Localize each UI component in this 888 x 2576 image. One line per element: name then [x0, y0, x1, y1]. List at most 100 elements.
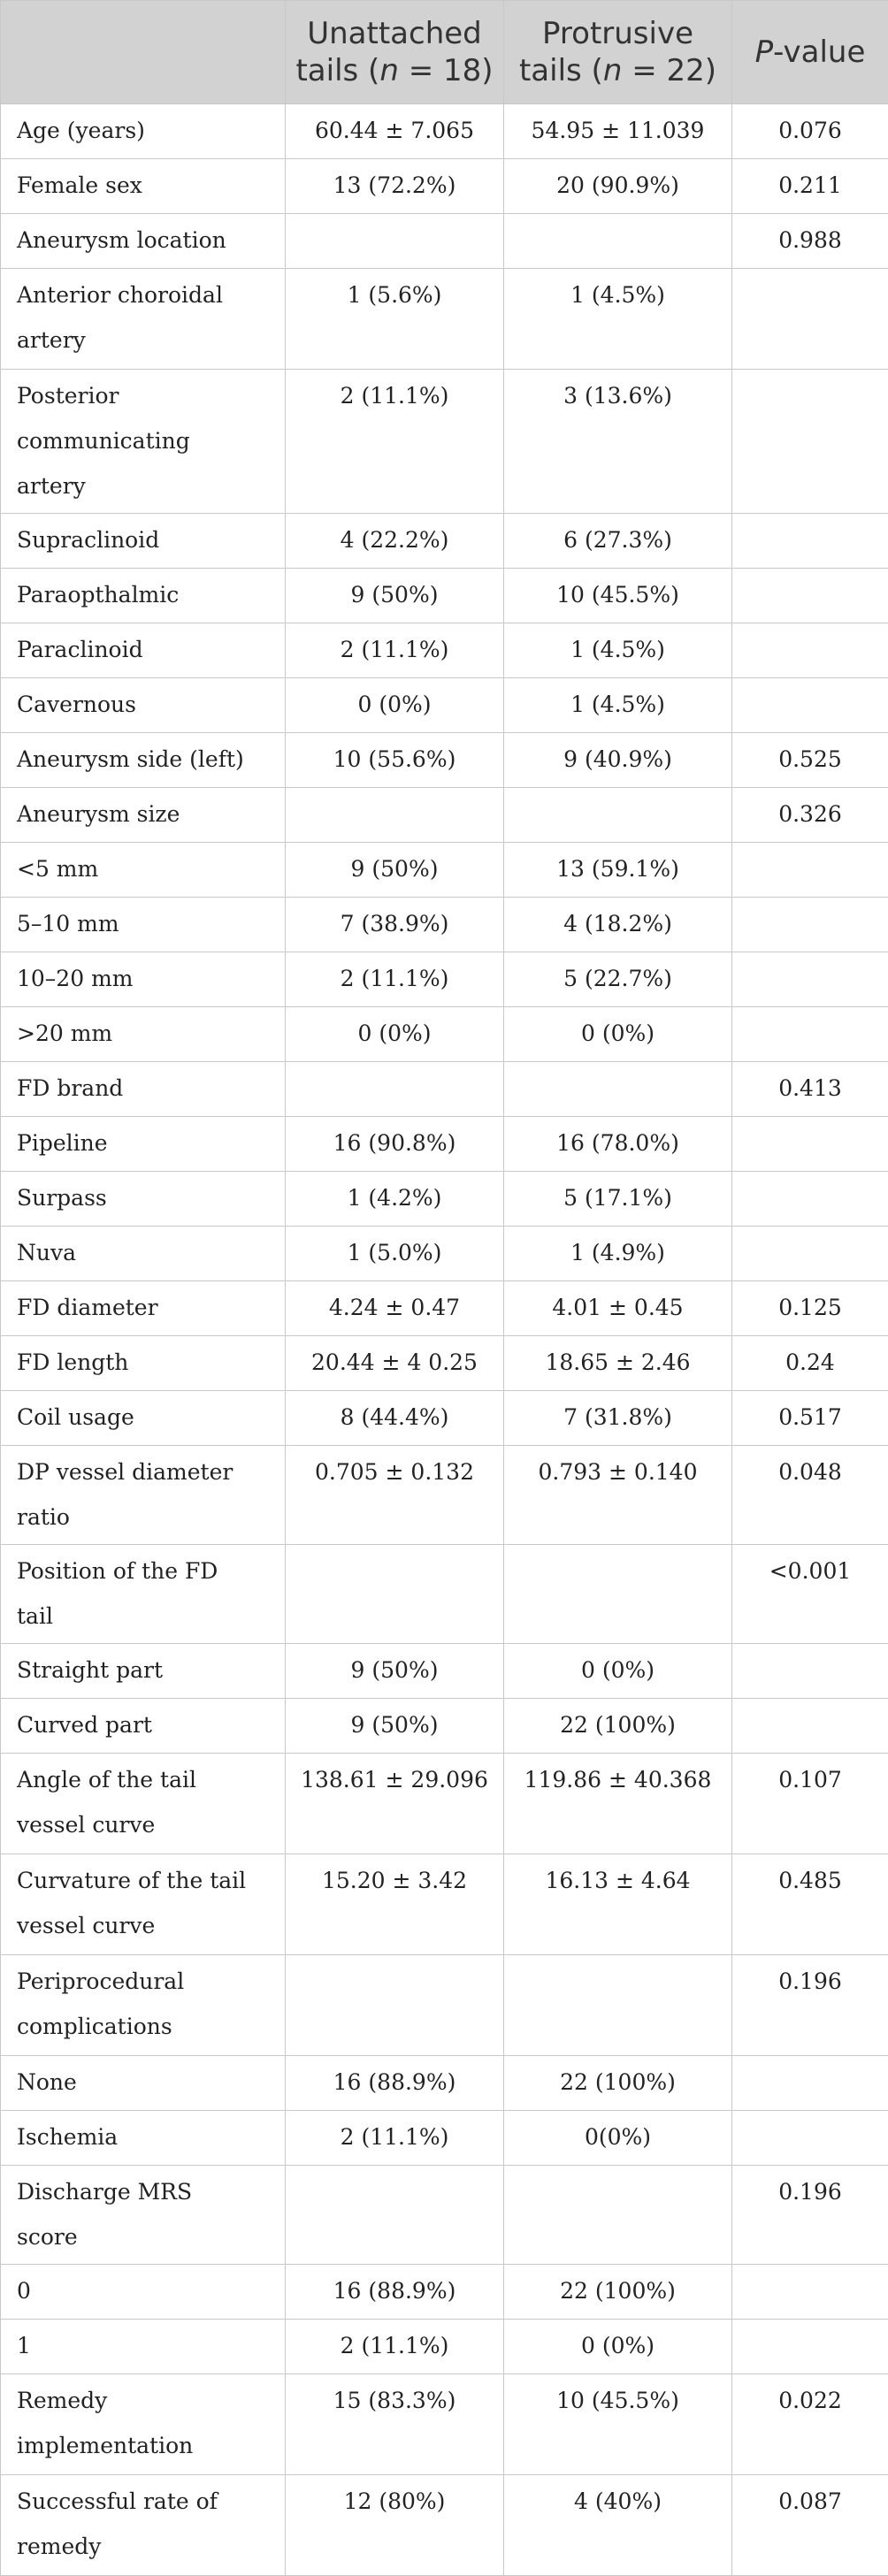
- row-label: Remedy implementation: [1, 2374, 286, 2475]
- unattached-value: 2 (11.1%): [286, 370, 504, 514]
- row-label: Periprocedural complications: [1, 1955, 286, 2056]
- p-value: 0.048: [732, 1446, 888, 1545]
- protrusive-value: [504, 214, 732, 269]
- header-unattached-n: n: [379, 53, 399, 88]
- header-pvalue-rest: -value: [773, 34, 865, 70]
- row-label: Age (years): [1, 104, 286, 159]
- p-value: [732, 2265, 888, 2320]
- protrusive-value: 9 (40.9%): [504, 733, 732, 788]
- p-value: [732, 514, 888, 569]
- unattached-value: 0.705 ± 0.132: [286, 1446, 504, 1545]
- header-unattached-line1: Unattached: [307, 16, 482, 51]
- row-label: Aneurysm side (left): [1, 733, 286, 788]
- protrusive-value: 0 (0%): [504, 1644, 732, 1699]
- unattached-value: 9 (50%): [286, 1644, 504, 1699]
- p-value: [732, 843, 888, 898]
- row-label: FD length: [1, 1336, 286, 1391]
- p-value: 0.988: [732, 214, 888, 269]
- row-label: Cavernous: [1, 678, 286, 733]
- unattached-value: 9 (50%): [286, 1699, 504, 1754]
- unattached-value: [286, 788, 504, 843]
- header-protrusive-n: n: [603, 53, 623, 88]
- protrusive-value: 4 (18.2%): [504, 898, 732, 952]
- table-row: Periprocedural complications 0.196: [1, 1955, 888, 2056]
- row-label: Curvature of the tail vessel curve: [1, 1854, 286, 1955]
- p-value: 0.24: [732, 1336, 888, 1391]
- unattached-value: 2 (11.1%): [286, 2320, 504, 2374]
- unattached-value: 9 (50%): [286, 843, 504, 898]
- row-label: Nuva: [1, 1227, 286, 1281]
- header-cell-variable: [1, 1, 286, 104]
- row-label: >20 mm: [1, 1007, 286, 1062]
- unattached-value: 16 (90.8%): [286, 1117, 504, 1172]
- unattached-value: 2 (11.1%): [286, 2111, 504, 2166]
- p-value: 0.076: [732, 104, 888, 159]
- row-label: Straight part: [1, 1644, 286, 1699]
- row-label: Supraclinoid: [1, 514, 286, 569]
- protrusive-value: 5 (17.1%): [504, 1172, 732, 1227]
- protrusive-value: [504, 2166, 732, 2265]
- row-label: Paraopthalmic: [1, 569, 286, 623]
- p-value: [732, 1227, 888, 1281]
- header-unattached-prefix: tails (: [295, 53, 379, 88]
- row-label: Posterior communicating artery: [1, 370, 286, 514]
- unattached-value: [286, 1545, 504, 1644]
- p-value: 0.525: [732, 733, 888, 788]
- p-value: [732, 1644, 888, 1699]
- header-unattached-count: = 18): [399, 53, 494, 88]
- row-label: Discharge MRS score: [1, 2166, 286, 2265]
- row-label: 5–10 mm: [1, 898, 286, 952]
- unattached-value: 60.44 ± 7.065: [286, 104, 504, 159]
- p-value: [732, 2056, 888, 2111]
- p-value: 0.196: [732, 2166, 888, 2265]
- protrusive-value: 22 (100%): [504, 1699, 732, 1754]
- row-label: Female sex: [1, 159, 286, 214]
- row-label: Aneurysm location: [1, 214, 286, 269]
- protrusive-value: 10 (45.5%): [504, 2374, 732, 2475]
- p-value: [732, 1007, 888, 1062]
- row-label: Successful rate of remedy: [1, 2475, 286, 2576]
- row-label: Angle of the tail vessel curve: [1, 1754, 286, 1854]
- p-value: [732, 1172, 888, 1227]
- unattached-value: [286, 2166, 504, 2265]
- row-label: 10–20 mm: [1, 952, 286, 1007]
- p-value: 0.485: [732, 1854, 888, 1955]
- protrusive-value: 1 (4.5%): [504, 678, 732, 733]
- protrusive-value: 16 (78.0%): [504, 1117, 732, 1172]
- row-label: Pipeline: [1, 1117, 286, 1172]
- protrusive-value: 6 (27.3%): [504, 514, 732, 569]
- unattached-value: 8 (44.4%): [286, 1391, 504, 1446]
- table-row: Aneurysm side (left)10 (55.6%)9 (40.9%)0…: [1, 733, 888, 788]
- p-value: 0.196: [732, 1955, 888, 2056]
- header-protrusive-prefix: tails (: [519, 53, 603, 88]
- unattached-value: [286, 1955, 504, 2056]
- unattached-value: 2 (11.1%): [286, 952, 504, 1007]
- protrusive-value: [504, 788, 732, 843]
- header-pvalue-p: P: [755, 34, 774, 70]
- p-value: 0.087: [732, 2475, 888, 2576]
- unattached-value: 13 (72.2%): [286, 159, 504, 214]
- row-label: DP vessel diameter ratio: [1, 1446, 286, 1545]
- p-value: [732, 898, 888, 952]
- p-value: 0.022: [732, 2374, 888, 2475]
- protrusive-value: 119.86 ± 40.368: [504, 1754, 732, 1854]
- protrusive-value: [504, 1545, 732, 1644]
- unattached-value: 7 (38.9%): [286, 898, 504, 952]
- protrusive-value: 1 (4.5%): [504, 623, 732, 678]
